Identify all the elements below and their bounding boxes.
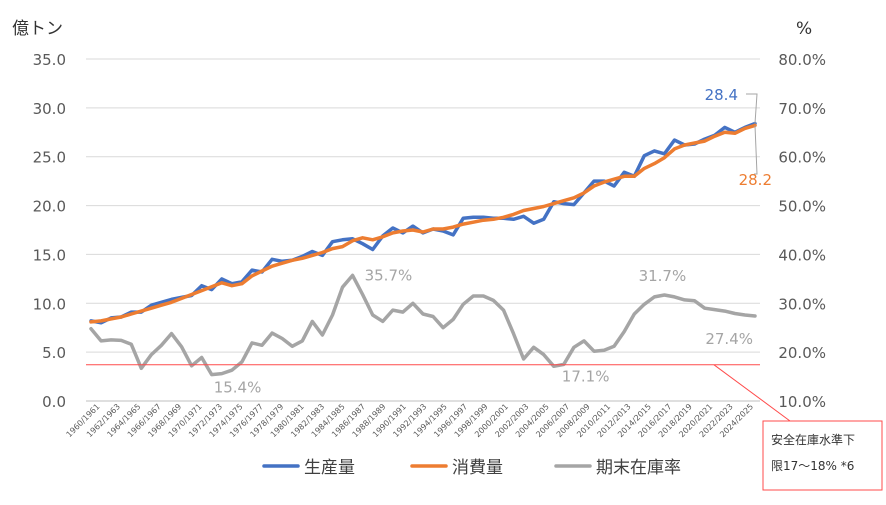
data-label: 28.4 bbox=[705, 86, 738, 104]
y-left-tick-label: 30.0 bbox=[33, 100, 66, 118]
data-labels: 28.4 28.2 35.7% 15.4% 17.1% 31.7% 27.4% bbox=[214, 86, 772, 397]
callout-line-1: 安全在庫水準下 bbox=[771, 432, 855, 447]
y-left-tick-label: 35.0 bbox=[33, 51, 66, 69]
data-label: 31.7% bbox=[639, 267, 687, 285]
y-left-unit-label: 億トン bbox=[12, 19, 63, 39]
legend-label: 生産量 bbox=[304, 458, 355, 478]
y-right-tick-label: 20.0% bbox=[778, 344, 826, 362]
y-right-tick-label: 50.0% bbox=[778, 198, 826, 216]
callout-box bbox=[762, 420, 883, 491]
y-left-tick-label: 15.0 bbox=[33, 246, 66, 264]
grid-lines bbox=[86, 58, 760, 402]
series-line bbox=[89, 273, 757, 377]
y-right-tick-label: 60.0% bbox=[778, 149, 826, 167]
legend-label: 消費量 bbox=[452, 458, 503, 478]
y-right-tick-label: 40.0% bbox=[778, 246, 826, 264]
data-label: 28.2 bbox=[739, 171, 772, 189]
legend-label: 期末在庫率 bbox=[596, 458, 681, 478]
y-right-tick-label: 80.0% bbox=[778, 51, 826, 69]
data-label-leader bbox=[746, 93, 758, 124]
y-left-tick-label: 5.0 bbox=[42, 344, 66, 362]
data-label: 35.7% bbox=[365, 266, 413, 284]
callout-leader-line bbox=[713, 364, 791, 422]
y-right-tick-label: 30.0% bbox=[778, 295, 826, 313]
data-label-leader bbox=[754, 125, 758, 175]
y-right-tick-label: 70.0% bbox=[778, 100, 826, 118]
series-line bbox=[89, 121, 757, 325]
series-line bbox=[89, 123, 757, 324]
y-right-tick-label: 10.0% bbox=[778, 393, 826, 411]
y-left-tick-label: 20.0 bbox=[33, 198, 66, 216]
safety-callout: 安全在庫水準下 限17～18% *6 bbox=[713, 364, 883, 491]
y-left-tick-label: 25.0 bbox=[33, 149, 66, 167]
y-right-unit-label: % bbox=[796, 19, 812, 39]
series-lines bbox=[86, 121, 760, 377]
y-left-tick-label: 10.0 bbox=[33, 295, 66, 313]
data-label: 27.4% bbox=[705, 330, 753, 348]
data-label: 17.1% bbox=[562, 367, 610, 385]
data-label: 15.4% bbox=[214, 379, 262, 397]
legend: 生産量 消費量 期末在庫率 bbox=[262, 458, 681, 478]
y-left-tick-label: 0.0 bbox=[42, 393, 66, 411]
callout-line-2: 限17～18% *6 bbox=[771, 459, 854, 473]
